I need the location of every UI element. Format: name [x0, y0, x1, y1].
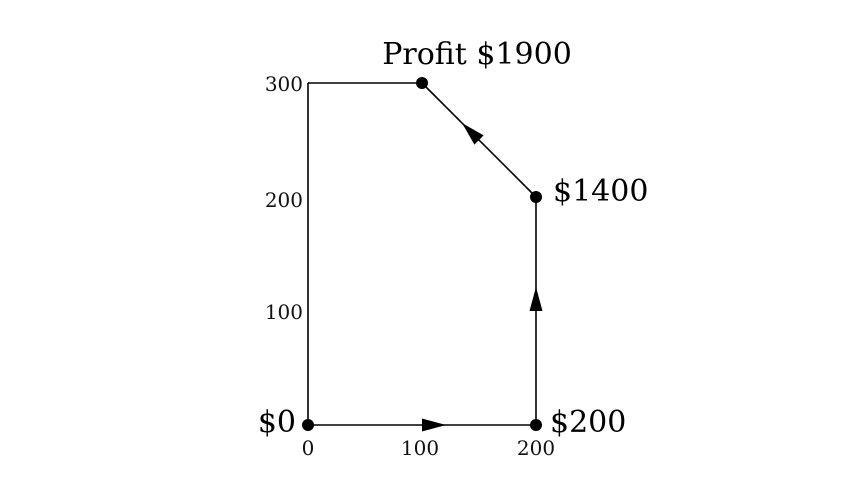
y-tick-label: 300	[265, 72, 303, 96]
direction-arrow	[462, 123, 484, 145]
direction-arrow	[529, 287, 543, 311]
vertex-label: $1400	[553, 174, 648, 209]
y-tick-label: 200	[265, 188, 303, 212]
vertex-point	[416, 77, 428, 89]
y-tick-label: 100	[265, 300, 303, 324]
direction-arrow	[422, 418, 446, 432]
vertex-label: $0	[258, 405, 296, 440]
x-tick-label: 0	[302, 436, 315, 460]
vertex-point	[530, 191, 542, 203]
vertex-label: $200	[550, 405, 626, 440]
vertex-points	[302, 77, 542, 431]
vertex-point	[530, 419, 542, 431]
x-tick-label: 200	[517, 436, 555, 460]
path-arrows	[422, 123, 543, 432]
vertex-point	[302, 419, 314, 431]
x-tick-label: 100	[401, 436, 439, 460]
vertex-label: Profit $1900	[382, 37, 572, 72]
region-edges	[307, 82, 537, 426]
